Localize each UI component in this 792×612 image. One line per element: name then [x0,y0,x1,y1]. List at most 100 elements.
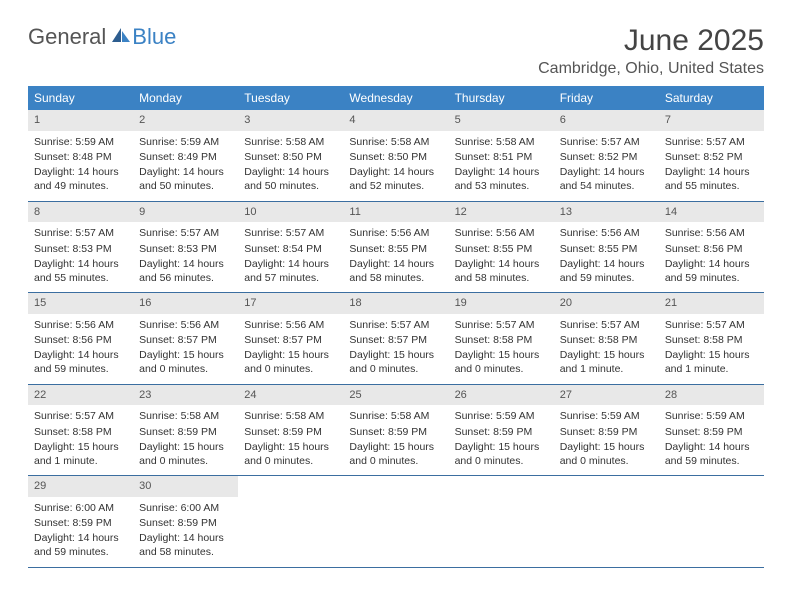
header: General Blue June 2025 Cambridge, Ohio, … [28,24,764,78]
calendar-day-cell: 8Sunrise: 5:57 AMSunset: 8:53 PMDaylight… [28,202,133,293]
day-number: 22 [28,385,133,406]
day-body: Sunrise: 5:59 AMSunset: 8:59 PMDaylight:… [554,409,659,468]
daylight-line: Daylight: 14 hours and 50 minutes. [244,165,337,193]
sunrise-line: Sunrise: 5:58 AM [349,409,442,423]
calendar: SundayMondayTuesdayWednesdayThursdayFrid… [28,86,764,568]
day-number: 11 [343,202,448,223]
sunset-line: Sunset: 8:59 PM [139,425,232,439]
day-body: Sunrise: 5:56 AMSunset: 8:55 PMDaylight:… [449,226,554,285]
calendar-day-cell: 21Sunrise: 5:57 AMSunset: 8:58 PMDayligh… [659,293,764,384]
daylight-line: Daylight: 14 hours and 57 minutes. [244,257,337,285]
calendar-day-cell [554,476,659,567]
day-number: 6 [554,110,659,131]
sunset-line: Sunset: 8:54 PM [244,242,337,256]
sunset-line: Sunset: 8:59 PM [665,425,758,439]
calendar-day-cell: 20Sunrise: 5:57 AMSunset: 8:58 PMDayligh… [554,293,659,384]
sunrise-line: Sunrise: 5:56 AM [34,318,127,332]
day-body: Sunrise: 5:56 AMSunset: 8:56 PMDaylight:… [659,226,764,285]
day-number: 28 [659,385,764,406]
day-body: Sunrise: 5:58 AM Sunset: 8:59 PMDaylight:… [133,409,238,468]
daylight-line: Daylight: 15 hours and 0 minutes. [139,440,232,468]
day-body: Sunrise: 5:57 AMSunset: 8:58 PMDaylight:… [449,318,554,377]
day-number: 9 [133,202,238,223]
day-number: 24 [238,385,343,406]
sunrise-line: Sunrise: 5:57 AM [139,226,232,240]
daylight-line: Daylight: 14 hours and 58 minutes. [349,257,442,285]
daylight-line: Daylight: 15 hours and 0 minutes. [349,440,442,468]
calendar-day-cell: 29Sunrise: 6:00 AMSunset: 8:59 PMDayligh… [28,476,133,567]
calendar-day-cell: 9Sunrise: 5:57 AMSunset: 8:53 PMDaylight… [133,202,238,293]
day-number: 3 [238,110,343,131]
sunrise-line: Sunrise: 5:59 AM [34,135,127,149]
sunrise-line: Sunrise: 5:57 AM [560,318,653,332]
daylight-line: Daylight: 14 hours and 54 minutes. [560,165,653,193]
sunset-line: Sunset: 8:49 PM [139,150,232,164]
calendar-day-cell: 22Sunrise: 5:57 AMSunset: 8:58 PMDayligh… [28,385,133,476]
day-body: Sunrise: 5:58 AMSunset: 8:50 PMDaylight:… [343,135,448,194]
sunrise-line: Sunrise: 5:58 AM [139,409,232,423]
sunset-line: Sunset: 8:59 PM [560,425,653,439]
sunset-line: Sunset: 8:59 PM [139,516,232,530]
page-subtitle: Cambridge, Ohio, United States [538,60,764,78]
calendar-day-cell: 6Sunrise: 5:57 AMSunset: 8:52 PMDaylight… [554,110,659,201]
sunset-line: Sunset: 8:59 PM [34,516,127,530]
calendar-day-cell: 12 Sunrise: 5:56 AMSunset: 8:55 PMDayligh… [449,202,554,293]
day-body: Sunrise: 5:58 AMSunset: 8:59 PMDaylight:… [238,409,343,468]
day-body: Sunrise: 5:57 AMSunset: 8:53 PMDaylight:… [28,226,133,285]
daylight-line: Daylight: 15 hours and 0 minutes. [139,348,232,376]
calendar-week-row: 15Sunrise: 5:56 AMSunset: 8:56 PMDayligh… [28,293,764,385]
sunset-line: Sunset: 8:51 PM [455,150,548,164]
calendar-week-row: 29Sunrise: 6:00 AMSunset: 8:59 PMDayligh… [28,476,764,568]
sunrise-line: Sunrise: 5:57 AM [665,318,758,332]
daylight-line: Daylight: 14 hours and 55 minutes. [34,257,127,285]
daylight-line: Daylight: 14 hours and 59 minutes. [665,257,758,285]
day-number: 10 [238,202,343,223]
day-number: 21 [659,293,764,314]
day-body: Sunrise: 5:58 AMSunset: 8:59 PMDaylight:… [343,409,448,468]
calendar-day-cell: 27Sunrise: 5:59 AMSunset: 8:59 PMDayligh… [554,385,659,476]
daylight-line: Daylight: 14 hours and 59 minutes. [665,440,758,468]
day-number: 25 [343,385,448,406]
sunset-line: Sunset: 8:59 PM [455,425,548,439]
daylight-line: Daylight: 15 hours and 1 minute. [34,440,127,468]
day-number: 13 [554,202,659,223]
sunset-line: Sunset: 8:55 PM [560,242,653,256]
calendar-day-cell: 13Sunrise: 5:56 AMSunset: 8:55 PMDayligh… [554,202,659,293]
day-body: Sunrise: 5:59 AMSunset: 8:49 PMDaylight:… [133,135,238,194]
day-number: 19 [449,293,554,314]
day-number: 26 [449,385,554,406]
logo-word-1: General [28,24,106,50]
sunrise-line: Sunrise: 5:57 AM [244,226,337,240]
sunrise-line: Sunrise: 5:56 AM [455,226,548,240]
daylight-line: Daylight: 15 hours and 1 minute. [665,348,758,376]
sunset-line: Sunset: 8:55 PM [349,242,442,256]
sunset-line: Sunset: 8:58 PM [560,333,653,347]
sunrise-line: Sunrise: 5:59 AM [665,409,758,423]
day-body: Sunrise: 5:56 AMSunset: 8:57 PMDaylight:… [133,318,238,377]
sunset-line: Sunset: 8:59 PM [244,425,337,439]
calendar-day-cell: 17Sunrise: 5:56 AMSunset: 8:57 PMDayligh… [238,293,343,384]
sunrise-line: Sunrise: 5:58 AM [455,135,548,149]
logo: General Blue [28,24,176,50]
calendar-day-cell: 25 Sunrise: 5:58 AMSunset: 8:59 PMDayligh… [343,385,448,476]
sunset-line: Sunset: 8:58 PM [34,425,127,439]
daylight-line: Daylight: 14 hours and 59 minutes. [34,531,127,559]
day-number: 23 [133,385,238,406]
day-number: 15 [28,293,133,314]
daylight-line: Daylight: 15 hours and 0 minutes. [455,348,548,376]
day-body: Sunrise: 6:00 AMSunset: 8:59 PMDaylight:… [133,501,238,560]
calendar-day-cell: 23 Sunrise: 5:58 AM Sunset: 8:59 PMDayligh… [133,385,238,476]
day-body: Sunrise: 5:59 AM Sunset: 8:59 PMDaylight:… [659,409,764,468]
calendar-day-cell: 11Sunrise: 5:56 AMSunset: 8:55 PMDayligh… [343,202,448,293]
day-body: Sunrise: 5:58 AMSunset: 8:51 PMDaylight:… [449,135,554,194]
sunrise-line: Sunrise: 5:59 AM [455,409,548,423]
day-number: 12 [449,202,554,223]
calendar-week-row: 1Sunrise: 5:59 AMSunset: 8:48 PMDaylight… [28,110,764,202]
calendar-header-cell: Saturday [659,86,764,110]
logo-sail-icon [110,24,132,50]
calendar-week-row: 22Sunrise: 5:57 AMSunset: 8:58 PMDayligh… [28,385,764,477]
calendar-day-cell: 24 Sunrise: 5:58 AMSunset: 8:59 PMDayligh… [238,385,343,476]
sunrise-line: Sunrise: 5:56 AM [560,226,653,240]
calendar-day-cell [343,476,448,567]
sunset-line: Sunset: 8:52 PM [665,150,758,164]
